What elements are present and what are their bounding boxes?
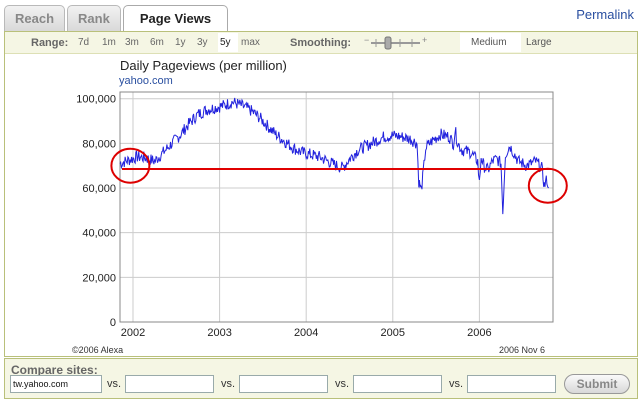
x-tick-label: 2004 bbox=[294, 327, 318, 339]
x-tick-label: 2002 bbox=[121, 327, 145, 339]
range-option-5y[interactable]: 5y bbox=[220, 37, 231, 48]
smoothing-slider[interactable]: − + bbox=[364, 35, 430, 51]
chart-site-name[interactable]: yahoo.com bbox=[119, 75, 173, 87]
slider-handle[interactable] bbox=[384, 36, 392, 50]
chart-panel: Range: 7d 1m 3m 6m 1y 3y 5y max Smoothin… bbox=[4, 31, 638, 357]
range-option-6m[interactable]: 6m bbox=[150, 37, 164, 48]
pageviews-line bbox=[119, 97, 550, 215]
y-axis-ticks: 0 20,000 40,000 60,000 80,000 100,000 bbox=[76, 94, 116, 329]
svg-text:+: + bbox=[422, 35, 427, 45]
annotation-circle bbox=[527, 167, 568, 204]
size-option-medium[interactable]: Medium bbox=[471, 37, 507, 48]
compare-label: Compare sites: bbox=[11, 363, 98, 377]
annotation-circle bbox=[110, 147, 151, 184]
x-tick-label: 2003 bbox=[207, 327, 231, 339]
vs-label: vs. bbox=[335, 378, 350, 390]
compare-sites-bar: Compare sites: vs. vs. vs. vs. Submit bbox=[4, 358, 638, 399]
y-tick-label: 40,000 bbox=[82, 228, 116, 240]
vs-label: vs. bbox=[449, 378, 464, 390]
range-option-7d[interactable]: 7d bbox=[78, 37, 90, 48]
chart-controls: Range: 7d 1m 3m 6m 1y 3y 5y max Smoothin… bbox=[5, 32, 637, 54]
x-tick-label: 2005 bbox=[381, 327, 405, 339]
copyright: ©2006 Alexa bbox=[72, 345, 124, 355]
chart-grid bbox=[120, 92, 553, 322]
tab-bar: Reach Rank Page Views bbox=[4, 5, 230, 32]
range-option-3y[interactable]: 3y bbox=[197, 37, 208, 48]
tab-page-views[interactable]: Page Views bbox=[122, 5, 229, 32]
compare-site-input-4[interactable] bbox=[353, 375, 442, 393]
y-tick-label: 100,000 bbox=[76, 94, 116, 106]
y-tick-label: 60,000 bbox=[82, 183, 116, 195]
plot-border bbox=[119, 91, 554, 323]
range-option-3m[interactable]: 3m bbox=[125, 37, 139, 48]
x-axis-ticks: 2002 2003 2004 2005 2006 bbox=[121, 327, 492, 339]
size-option-large[interactable]: Large bbox=[526, 37, 552, 48]
vs-label: vs. bbox=[221, 378, 236, 390]
compare-site-input-5[interactable] bbox=[467, 375, 556, 393]
compare-site-input-1[interactable] bbox=[10, 375, 102, 393]
tab-reach[interactable]: Reach bbox=[4, 5, 66, 31]
tab-rank[interactable]: Rank bbox=[67, 5, 121, 31]
compare-site-input-2[interactable] bbox=[125, 375, 214, 393]
submit-button[interactable]: Submit bbox=[564, 374, 630, 394]
permalink-link[interactable]: Permalink bbox=[576, 7, 634, 22]
size-selected-highlight bbox=[460, 33, 521, 52]
range-label: Range: bbox=[31, 37, 69, 49]
smoothing-label: Smoothing: bbox=[290, 37, 352, 49]
range-selected-highlight bbox=[218, 33, 238, 52]
compare-site-input-3[interactable] bbox=[239, 375, 328, 393]
annotation-circles bbox=[110, 147, 568, 204]
range-option-1y[interactable]: 1y bbox=[175, 37, 186, 48]
range-option-1m[interactable]: 1m bbox=[102, 37, 116, 48]
chart-date: 2006 Nov 6 bbox=[499, 345, 546, 355]
y-tick-label: 80,000 bbox=[82, 138, 116, 150]
range-option-max[interactable]: max bbox=[241, 37, 260, 48]
x-tick-label: 2006 bbox=[467, 327, 491, 339]
y-tick-label: 20,000 bbox=[82, 272, 116, 284]
y-tick-label: 0 bbox=[110, 317, 116, 329]
vs-label: vs. bbox=[107, 378, 122, 390]
svg-text:−: − bbox=[364, 35, 369, 45]
chart-title: Daily Pageviews (per million) bbox=[120, 58, 287, 73]
